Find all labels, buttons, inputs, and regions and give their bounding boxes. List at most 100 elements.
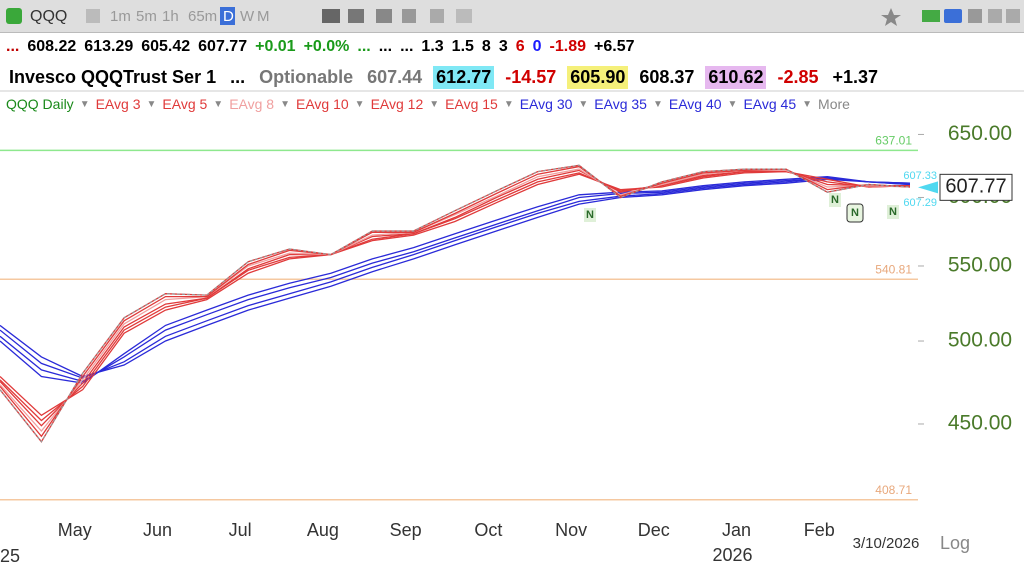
level-label: 637.01 xyxy=(875,134,912,148)
bars-icon[interactable] xyxy=(348,9,364,23)
ma-line xyxy=(0,169,910,427)
ma-line xyxy=(0,168,911,433)
x-tick-label: Sep xyxy=(390,520,422,540)
interval[interactable]: 1m xyxy=(110,8,131,25)
quote-value: 605.90 xyxy=(567,66,629,89)
ma-line xyxy=(0,176,911,384)
save-icon[interactable] xyxy=(968,9,982,23)
quote-value: +0.01 xyxy=(255,38,296,55)
symbol[interactable]: QQQ xyxy=(30,8,67,25)
dropdown: ▼ xyxy=(146,98,157,110)
s-icon[interactable] xyxy=(944,9,962,23)
annotation-bg xyxy=(829,193,841,207)
quote-value: 1.5 xyxy=(451,38,474,55)
year-label-left: 25 xyxy=(0,546,20,566)
quote-value: 8 xyxy=(481,38,491,55)
annotation-box xyxy=(846,203,864,223)
quote-value: Invesco QQQTrust Ser 1 xyxy=(9,67,217,87)
quote-value: 607.77 xyxy=(198,38,248,55)
dropdown: ▼ xyxy=(280,98,290,110)
move-icon[interactable] xyxy=(1006,9,1020,23)
legend-entry[interactable]: EAvg 12 xyxy=(370,96,424,112)
quote-value: 1.3 xyxy=(421,38,444,55)
info-row: Invesco QQQTrust Ser 1... Optionable 607.4… xyxy=(6,66,881,89)
quote-value: 3 xyxy=(498,38,508,55)
last-price-box xyxy=(939,173,1013,201)
list-icon[interactable] xyxy=(86,9,100,23)
legend-entry[interactable]: EAvg 10 xyxy=(295,96,349,112)
ma-line xyxy=(0,177,911,383)
level-label: 408.71 xyxy=(875,483,912,497)
quote-value: 608.37 xyxy=(639,67,695,87)
quote-value: -14.57 xyxy=(505,67,557,87)
quote-row: ... 608.22 613.29 605.42 607.77 +0.01 +0.0%...… xyxy=(6,38,635,56)
interval[interactable]: 65m xyxy=(188,8,217,25)
y-tick-label: 450.00 xyxy=(948,412,1012,435)
legend-entry[interactable]: EAvg 35 xyxy=(594,96,647,112)
quote-value: ... xyxy=(230,67,246,87)
quote-value: Optionable xyxy=(259,67,354,87)
quote-value: -2.85 xyxy=(777,67,819,87)
ma-line xyxy=(0,164,911,443)
legend-entry[interactable]: EAvg 30 xyxy=(519,96,573,112)
interval[interactable]: D xyxy=(223,8,234,25)
chart-title[interactable]: QQQ Daily xyxy=(6,96,74,112)
end-label: 607.33 xyxy=(903,170,937,182)
quote-value: ... xyxy=(6,38,20,55)
annotation-bg xyxy=(584,208,596,222)
quote-value: +0.0% xyxy=(303,38,350,55)
dropdown: ▼ xyxy=(727,98,738,110)
ma-line xyxy=(0,170,911,417)
pencil-icon[interactable] xyxy=(402,9,416,23)
tool-icon[interactable] xyxy=(322,9,340,23)
dropdown[interactable]: ▼ xyxy=(79,98,90,110)
level-label: 540.81 xyxy=(875,262,912,276)
end-label: 607.29 xyxy=(903,197,937,209)
quote-value: 605.42 xyxy=(141,38,191,55)
last-price: 607.77 xyxy=(945,176,1006,198)
annotation: N xyxy=(851,207,859,219)
x-tick-label: Dec xyxy=(638,520,670,540)
legend-entry[interactable]: EAvg 45 xyxy=(743,96,797,112)
x-tick-label: May xyxy=(58,520,92,540)
scale-toggle[interactable]: Log xyxy=(940,533,970,553)
share-icon[interactable] xyxy=(456,9,472,23)
quote-value: ... xyxy=(378,38,393,55)
legend-entry[interactable]: EAvg 3 xyxy=(95,96,141,112)
annotation: N xyxy=(586,209,594,221)
ma-line xyxy=(0,178,911,378)
dropdown: ▼ xyxy=(503,98,514,110)
add-icon[interactable] xyxy=(6,8,22,24)
quote-value: 607.44 xyxy=(367,67,423,87)
last-price-pointer xyxy=(918,181,938,194)
legend-entry[interactable]: EAvg 5 xyxy=(162,96,208,112)
toolbar: QQQ 1m 5m 1h 65m D W M xyxy=(0,0,1024,33)
dropdown: ▼ xyxy=(429,98,440,110)
intervals: 1m 5m 1h 65m D W M xyxy=(110,7,270,25)
ma-line xyxy=(0,170,911,422)
x-tick-label: Jan xyxy=(722,520,751,540)
quote-value: ... xyxy=(400,38,414,55)
legend-entry[interactable]: EAvg 40 xyxy=(668,96,722,112)
interval[interactable]: W xyxy=(240,8,255,25)
window-icon[interactable] xyxy=(988,9,1002,23)
star-icon[interactable] xyxy=(881,8,901,26)
note-icon[interactable] xyxy=(430,9,444,23)
annotation: N xyxy=(889,206,897,218)
legend-entry[interactable]: EAvg 8 xyxy=(229,96,275,112)
quote-value: +1.37 xyxy=(832,67,879,87)
rt-icon[interactable] xyxy=(922,10,940,22)
y-tick-label: 500.00 xyxy=(948,329,1012,352)
interval[interactable]: 5m xyxy=(136,8,157,25)
ma-line xyxy=(0,177,911,379)
quote-value: 0 xyxy=(532,38,542,55)
legend-entry[interactable]: EAvg 15 xyxy=(445,96,498,112)
grid-icon[interactable] xyxy=(376,9,392,23)
quote-value: 6 xyxy=(515,38,525,55)
interval-active xyxy=(220,7,235,25)
price-line xyxy=(0,164,911,443)
interval[interactable]: M xyxy=(257,8,270,25)
interval[interactable]: 1h xyxy=(162,8,179,25)
x-tick-label: Aug xyxy=(307,520,339,540)
y-tick-label: 650.00 xyxy=(948,122,1012,145)
